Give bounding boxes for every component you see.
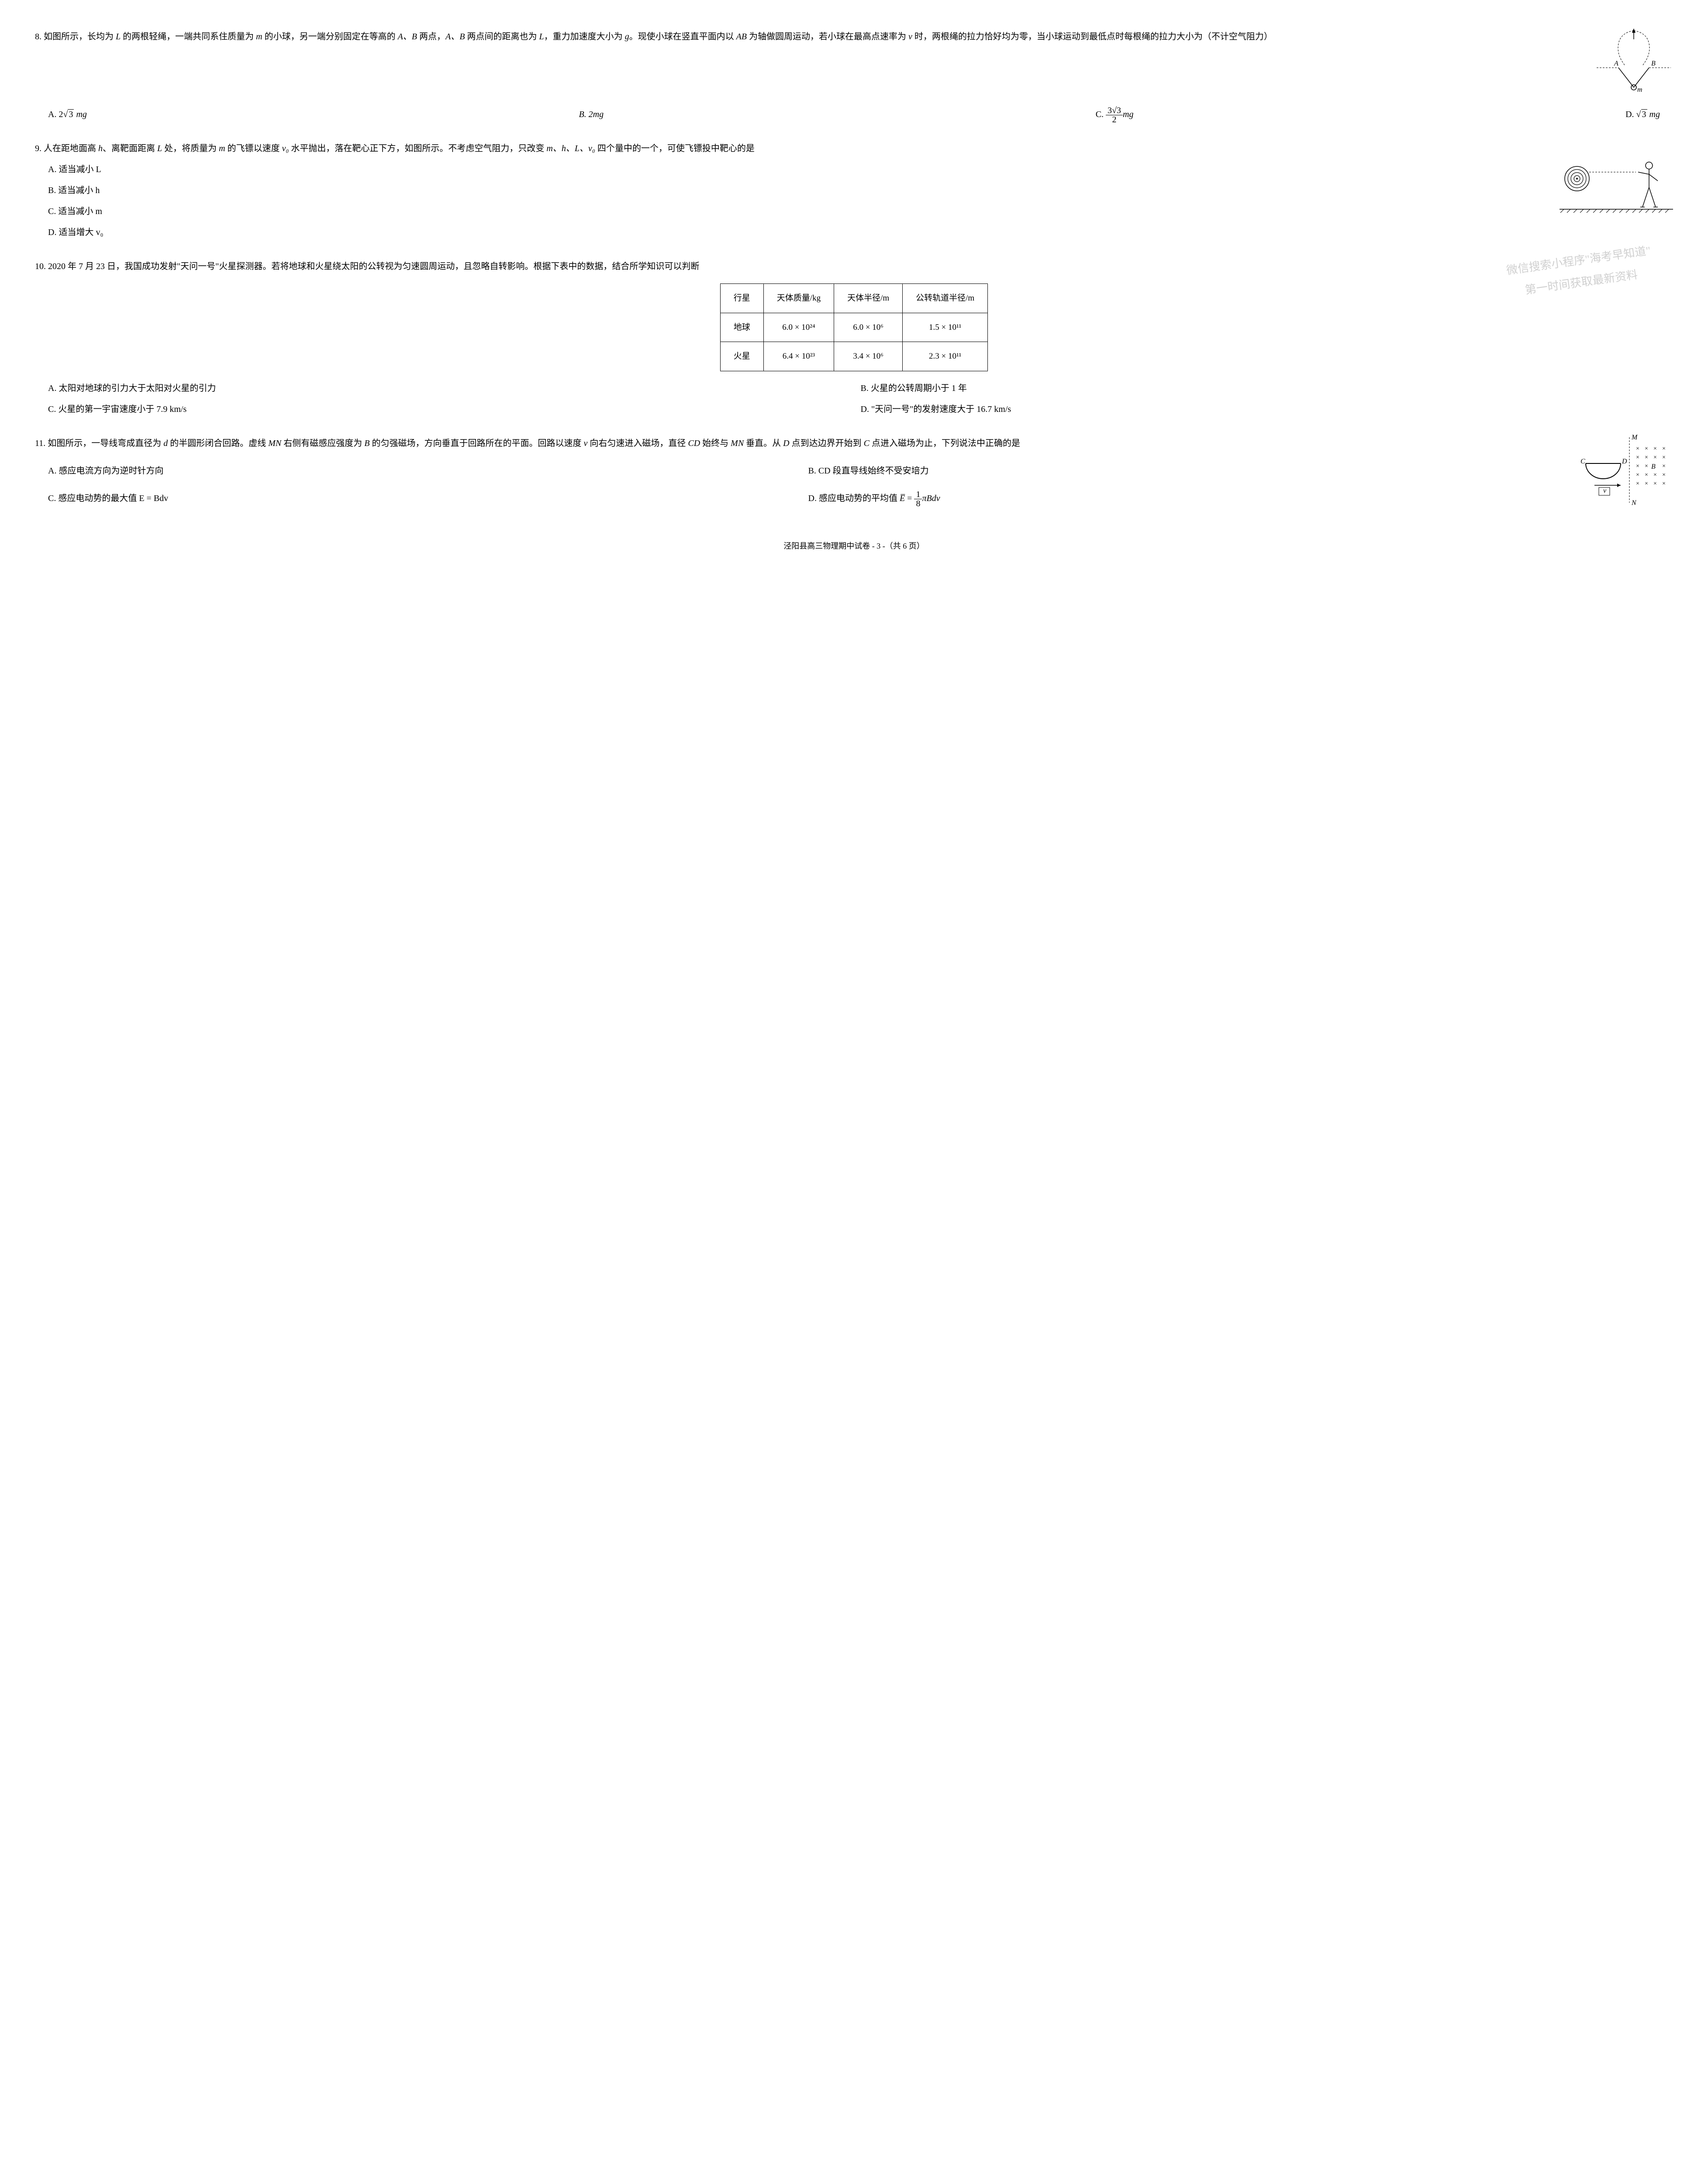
q9-option-a: A. 适当减小 L — [48, 159, 1673, 180]
svg-text:×: × — [1636, 454, 1639, 461]
svg-text:×: × — [1645, 463, 1648, 470]
q11-options: A. 感应电流方向为逆时针方向 B. CD 段直导线始终不受安培力 C. 感应电… — [48, 460, 1568, 509]
q8-text: 8. 如图所示，长均为 L 的两根轻绳，一端共同系住质量为 m 的小球，另一端分… — [35, 26, 1673, 47]
q11-figure: M N × × × × × × × × × × × B × × × × × × × × C D v — [1577, 433, 1673, 519]
page-footer: 泾阳县高三物理期中试卷 - 3 -（共 6 页） — [35, 537, 1673, 556]
question-8: A B m 8. 如图所示，长均为 L 的两根轻绳，一端共同系住质量为 m 的小… — [35, 26, 1673, 125]
svg-text:×: × — [1636, 463, 1639, 470]
svg-text:×: × — [1662, 454, 1666, 461]
q9-option-d: D. 适当增大 v₀ — [48, 222, 1673, 243]
q10-option-c: C. 火星的第一宇宙速度小于 7.9 km/s — [48, 399, 861, 420]
svg-text:×: × — [1636, 480, 1639, 487]
q8-option-a: A. 2√3 mg — [48, 104, 87, 125]
q9-number: 9. — [35, 144, 44, 153]
q10-option-d: D. "天问一号"的发射速度大于 16.7 km/s — [861, 399, 1673, 420]
svg-text:×: × — [1636, 472, 1639, 478]
svg-text:×: × — [1653, 480, 1657, 487]
question-10: 微信搜索小程序"海考早知道" 第一时间获取最新资料 10. 2020 年 7 月… — [35, 256, 1673, 420]
q8-option-d: D. √3 mg — [1625, 104, 1660, 125]
q10-number: 10. — [35, 262, 48, 271]
svg-text:×: × — [1653, 472, 1657, 478]
q11-option-b: B. CD 段直导线始终不受安培力 — [808, 460, 1569, 481]
svg-text:×: × — [1645, 454, 1648, 461]
svg-text:×: × — [1662, 472, 1666, 478]
th-planet: 行星 — [720, 284, 763, 313]
q8-fig-label-B: B — [1651, 60, 1656, 67]
q8-fig-label-A: A — [1614, 60, 1618, 67]
q8-option-c: C. 3√32mg — [1096, 104, 1134, 125]
svg-text:×: × — [1645, 480, 1648, 487]
table-header-row: 行星 天体质量/kg 天体半径/m 公转轨道半径/m — [720, 284, 987, 313]
q11-option-a: A. 感应电流方向为逆时针方向 — [48, 460, 808, 481]
q9-option-c: C. 适当减小 m — [48, 201, 1673, 222]
q10-option-a: A. 太阳对地球的引力大于太阳对火星的引力 — [48, 378, 861, 399]
q11-number: 11. — [35, 439, 48, 448]
q10-options: A. 太阳对地球的引力大于太阳对火星的引力 B. 火星的公转周期小于 1 年 C… — [48, 378, 1673, 420]
svg-text:×: × — [1662, 463, 1666, 470]
svg-text:×: × — [1645, 472, 1648, 478]
question-11: M N × × × × × × × × × × × B × × × × × × × × C D v 11. … — [35, 433, 1673, 519]
q8-fig-label-m: m — [1637, 86, 1642, 93]
svg-text:M: M — [1631, 434, 1638, 441]
table-row-mars: 火星 6.4 × 10²³ 3.4 × 10⁶ 2.3 × 10¹¹ — [720, 342, 987, 371]
svg-text:N: N — [1631, 499, 1637, 507]
q8-number: 8. — [35, 32, 44, 41]
svg-text:B: B — [1651, 463, 1656, 470]
question-9: 9. 人在距地面高 h、离靶面距离 L 处，将质量为 m 的飞镖以速度 v₀ 水… — [35, 138, 1673, 243]
svg-text:×: × — [1653, 446, 1657, 452]
svg-text:×: × — [1636, 446, 1639, 452]
svg-text:×: × — [1662, 446, 1666, 452]
q10-text: 10. 2020 年 7 月 23 日，我国成功发射"天问一号"火星探测器。若将… — [35, 256, 1673, 277]
q10-table: 行星 天体质量/kg 天体半径/m 公转轨道半径/m 地球 6.0 × 10²⁴… — [720, 283, 988, 371]
th-mass: 天体质量/kg — [763, 284, 834, 313]
svg-text:×: × — [1645, 446, 1648, 452]
q8-option-b: B. 2mg — [579, 104, 604, 125]
q9-figure — [1560, 155, 1673, 224]
q9-text: 9. 人在距地面高 h、离靶面距离 L 处，将质量为 m 的飞镖以速度 v₀ 水… — [35, 138, 1673, 159]
q9-options: A. 适当减小 L B. 适当减小 h C. 适当减小 m D. 适当增大 v₀ — [35, 159, 1673, 243]
svg-text:v: v — [1603, 487, 1607, 494]
th-radius: 天体半径/m — [834, 284, 903, 313]
q11-option-c: C. 感应电动势的最大值 E = Bdv — [48, 488, 808, 509]
q11-text: 11. 如图所示，一导线弯成直径为 d 的半圆形闭合回路。虚线 MN 右侧有磁感… — [35, 433, 1673, 454]
th-orbit: 公转轨道半径/m — [903, 284, 988, 313]
svg-text:×: × — [1653, 454, 1657, 461]
q9-option-b: B. 适当减小 h — [48, 180, 1673, 201]
q11-option-d: D. 感应电动势的平均值 E̅ = 18πBdv — [808, 488, 1569, 509]
q8-options: A. 2√3 mg B. 2mg C. 3√32mg D. √3 mg — [48, 104, 1708, 125]
svg-text:×: × — [1662, 480, 1666, 487]
table-row-earth: 地球 6.0 × 10²⁴ 6.0 × 10⁶ 1.5 × 10¹¹ — [720, 313, 987, 342]
svg-text:D: D — [1622, 458, 1627, 465]
q8-figure: A B m — [1594, 26, 1673, 104]
svg-text:C: C — [1580, 458, 1585, 465]
q10-option-b: B. 火星的公转周期小于 1 年 — [861, 378, 1673, 399]
